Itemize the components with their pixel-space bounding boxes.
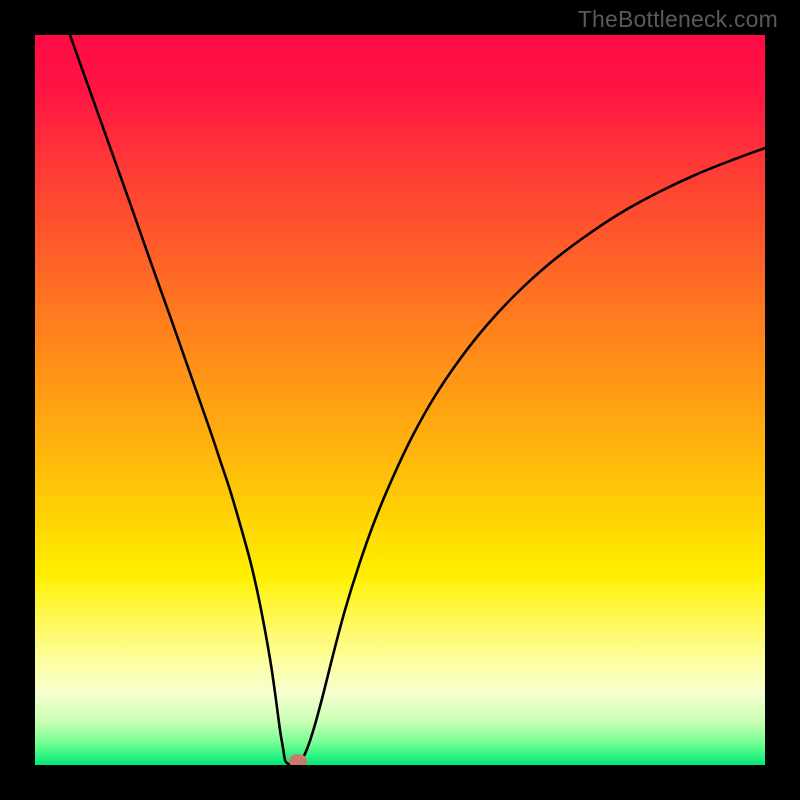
chart-svg <box>35 35 765 765</box>
watermark-text: TheBottleneck.com <box>578 6 778 33</box>
plot-area <box>35 35 765 765</box>
chart-frame: TheBottleneck.com <box>0 0 800 800</box>
gradient-background <box>35 35 765 765</box>
